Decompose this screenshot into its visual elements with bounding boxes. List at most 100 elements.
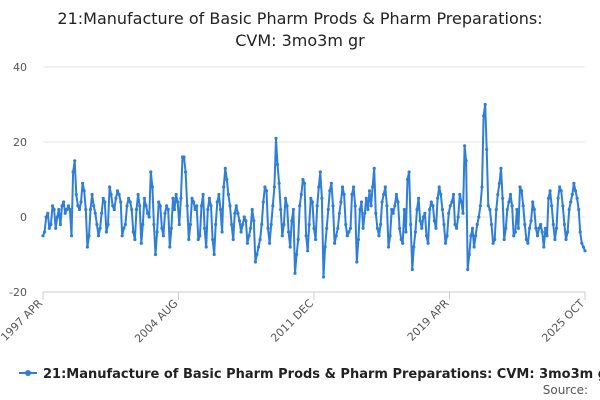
data-point — [390, 207, 394, 212]
data-point — [412, 245, 416, 249]
data-point — [177, 222, 181, 227]
data-point — [556, 196, 560, 200]
data-point — [391, 211, 395, 215]
data-point — [299, 192, 303, 197]
data-point — [255, 252, 259, 257]
source-label: Source: — [543, 383, 588, 397]
data-point — [239, 230, 243, 234]
data-point — [358, 207, 362, 212]
data-point — [283, 196, 288, 200]
data-point — [125, 204, 129, 208]
data-point — [115, 189, 120, 193]
data-point — [367, 189, 372, 193]
data-point — [234, 204, 238, 208]
data-point — [429, 200, 433, 204]
data-point — [564, 237, 568, 242]
data-point — [469, 234, 473, 238]
data-point — [201, 192, 205, 197]
data-point — [350, 192, 354, 197]
data-point — [535, 234, 540, 238]
data-point — [369, 204, 373, 208]
data-point — [90, 192, 94, 197]
data-point — [410, 267, 414, 272]
data-point — [100, 211, 104, 215]
data-point — [321, 275, 326, 279]
data-point — [516, 226, 521, 230]
data-point — [510, 204, 514, 208]
data-point — [540, 230, 544, 234]
data-point — [583, 249, 587, 253]
data-point — [518, 185, 522, 189]
series-line — [42, 103, 586, 278]
data-point — [496, 192, 500, 197]
data-point — [445, 234, 449, 238]
data-point — [288, 245, 292, 249]
data-point — [277, 181, 281, 185]
legend-label: 21:Manufacture of Basic Pharm Prods & Ph… — [43, 367, 600, 382]
data-point — [43, 230, 47, 234]
data-point — [272, 185, 276, 189]
data-point — [77, 207, 82, 212]
data-point — [79, 200, 83, 204]
data-point — [152, 222, 156, 227]
data-point — [149, 170, 153, 174]
data-point — [417, 196, 421, 200]
data-point — [242, 215, 246, 219]
data-point — [166, 207, 170, 212]
x-tick-label: 2011 DEC — [268, 297, 316, 345]
data-point — [339, 200, 343, 204]
y-axis: -20 0 20 40 — [9, 61, 27, 299]
data-point — [295, 252, 299, 257]
data-point — [199, 204, 204, 208]
data-point — [144, 204, 148, 208]
data-point — [548, 189, 552, 193]
data-point — [396, 200, 400, 204]
data-point — [573, 189, 578, 193]
data-point — [485, 147, 489, 152]
data-point — [375, 226, 379, 230]
data-point — [60, 204, 64, 208]
data-point — [76, 204, 80, 208]
data-point — [62, 200, 66, 204]
legend-point-marker — [25, 370, 31, 376]
legend[interactable]: 21:Manufacture of Basic Pharm Prods & Ph… — [19, 367, 600, 382]
data-point — [226, 192, 230, 197]
data-point — [383, 185, 387, 189]
data-point — [434, 226, 438, 230]
data-point — [106, 222, 110, 227]
x-tick-label: 2004 AUG — [132, 297, 181, 346]
data-point — [128, 200, 132, 204]
data-point — [470, 226, 475, 230]
data-point — [163, 211, 167, 215]
data-point — [385, 204, 389, 208]
data-point — [117, 192, 121, 197]
data-point — [458, 192, 462, 197]
data-point — [377, 234, 381, 238]
data-point — [486, 204, 490, 208]
data-point — [71, 170, 75, 174]
data-point — [141, 222, 145, 227]
x-tick-label: 2019 APR — [405, 297, 452, 344]
data-point — [366, 207, 370, 212]
data-point — [168, 245, 172, 249]
data-point — [252, 219, 256, 223]
data-point — [96, 234, 101, 238]
data-point — [263, 185, 267, 189]
data-point — [336, 226, 340, 230]
data-point — [63, 211, 67, 215]
data-point — [120, 234, 124, 238]
data-point — [531, 200, 535, 204]
y-tick-label: 0 — [20, 211, 27, 224]
data-point — [187, 237, 191, 242]
data-point — [104, 230, 108, 234]
y-tick-label: -20 — [9, 286, 27, 299]
data-point — [523, 222, 527, 227]
data-point — [539, 222, 543, 227]
data-point — [329, 181, 333, 185]
data-point — [192, 200, 196, 204]
data-point — [241, 222, 245, 227]
data-point — [480, 185, 484, 189]
data-point — [49, 222, 53, 227]
data-point — [482, 114, 486, 118]
data-point — [436, 196, 440, 200]
